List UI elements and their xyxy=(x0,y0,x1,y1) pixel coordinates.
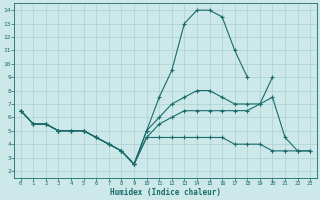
X-axis label: Humidex (Indice chaleur): Humidex (Indice chaleur) xyxy=(110,188,221,197)
